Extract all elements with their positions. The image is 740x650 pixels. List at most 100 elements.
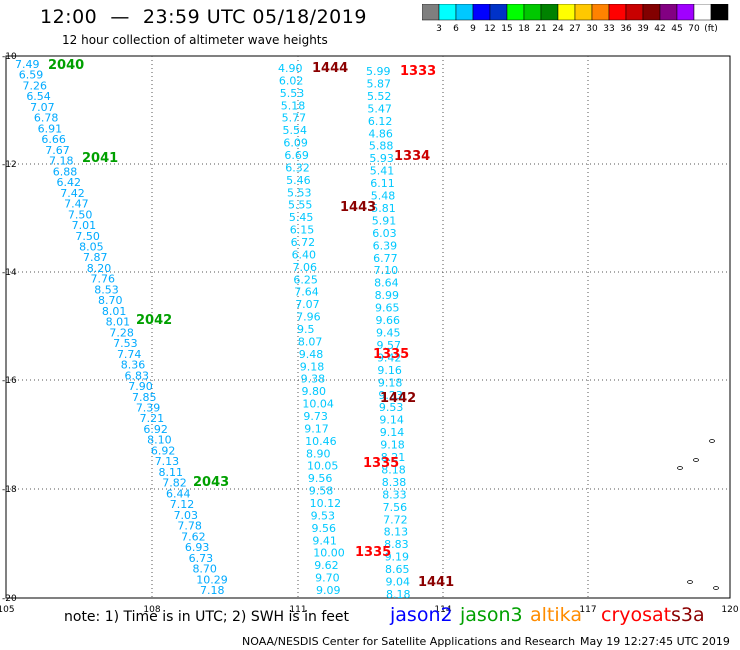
wave-height-label: 6.42 — [57, 176, 81, 189]
y-tick-label: -12 — [2, 160, 17, 170]
wave-height-label: 9.18 — [378, 376, 403, 389]
wave-height-label: 9.53 — [311, 509, 336, 522]
wave-height-label: 7.07 — [295, 298, 320, 311]
wave-height-label: 8.90 — [306, 447, 331, 460]
pass-time-label: 1334 — [394, 149, 430, 164]
wave-height-label: 7.67 — [45, 144, 70, 157]
wave-height-label: 6.03 — [372, 227, 397, 240]
wave-height-label: 9.70 — [315, 572, 340, 585]
pass-time-label: 1443 — [340, 200, 376, 215]
x-tick-label: 111 — [289, 605, 306, 615]
wave-height-label: 8.20 — [87, 262, 112, 275]
color-scale-label: 42 — [654, 24, 665, 34]
wave-height-label: 5.87 — [366, 77, 391, 90]
x-tick-label: 117 — [579, 605, 596, 615]
wave-height-label: 7.72 — [383, 513, 408, 526]
wave-height-label: 6.73 — [189, 552, 214, 565]
wave-height-label: 9.14 — [380, 426, 405, 439]
wave-height-label: 4.90 — [278, 62, 303, 75]
wave-height-label: 9.17 — [304, 422, 329, 435]
wave-height-label: 6.32 — [285, 161, 310, 174]
wave-height-label: 5.88 — [369, 140, 394, 153]
wave-height-label: 8.53 — [94, 283, 119, 296]
island-outline — [709, 439, 715, 443]
wave-height-label: 7.12 — [170, 498, 195, 511]
legend-satellite-altika: altika — [530, 604, 582, 626]
wave-height-label: 7.21 — [140, 412, 165, 425]
x-tick-label: 105 — [0, 605, 15, 615]
wave-height-label: 7.62 — [181, 530, 206, 543]
wave-height-label: 7.50 — [75, 230, 100, 243]
pass-time-label: 1335 — [373, 347, 409, 362]
wave-height-label: 6.91 — [38, 122, 63, 135]
color-scale-label: 33 — [603, 24, 614, 34]
wave-height-label: 7.96 — [296, 311, 321, 324]
wave-height-label: 5.99 — [366, 65, 391, 78]
color-scale-label: 18 — [518, 24, 530, 34]
wave-height-label: 7.06 — [292, 261, 317, 274]
wave-height-label: 7.78 — [177, 520, 202, 533]
pass-time-label: 1333 — [400, 64, 436, 79]
wave-height-label: 10.05 — [307, 460, 339, 473]
wave-height-label: 7.18 — [200, 584, 225, 597]
color-scale-label: 15 — [501, 24, 512, 34]
wave-height-label: 6.93 — [185, 541, 210, 554]
pass-time-label: 2042 — [136, 313, 172, 328]
wave-height-label: 7.18 — [49, 155, 74, 168]
wave-height-label: 6.66 — [41, 133, 66, 146]
wave-height-label: 6.02 — [279, 74, 304, 87]
wave-height-label: 6.11 — [370, 177, 395, 190]
wave-height-label: 7.28 — [109, 326, 134, 339]
wave-height-label: 7.49 — [15, 58, 40, 71]
wave-height-label: 9.04 — [386, 576, 411, 589]
wave-height-label: 9.66 — [376, 314, 401, 327]
wave-height-label: 6.72 — [291, 236, 316, 249]
wave-height-label: 8.65 — [385, 563, 410, 576]
wave-height-label: 6.83 — [124, 369, 149, 382]
pass-time-label: 1444 — [312, 61, 348, 76]
wave-height-label: 6.88 — [53, 165, 77, 178]
wave-height-label: 6.78 — [34, 112, 59, 125]
wave-height-label: 7.03 — [174, 509, 199, 522]
color-scale-label: 12 — [484, 24, 495, 34]
map-frame — [5, 55, 731, 599]
island-outline — [677, 466, 683, 470]
wave-height-label: 9.41 — [312, 534, 337, 547]
wave-height-label: 8.18 — [386, 588, 411, 601]
pass-time-label: 1441 — [418, 575, 454, 590]
wave-height-label: 9.18 — [300, 360, 325, 373]
wave-height-label: 6.54 — [26, 90, 51, 103]
legend-note: note: 1) Time is in UTC; 2) SWH is in fe… — [64, 609, 350, 625]
wave-height-label: 9.57 — [376, 339, 401, 352]
wave-height-label: 6.92 — [143, 423, 168, 436]
wave-height-label: 10.29 — [196, 573, 228, 586]
wave-height-label: 9.5 — [297, 323, 315, 336]
wave-height-label: 8.38 — [382, 476, 407, 489]
wave-height-label: 6.44 — [166, 487, 191, 500]
x-tick-label: 114 — [434, 605, 451, 615]
color-scale-label: 70 — [688, 24, 700, 34]
pass-time-label: 2040 — [48, 58, 84, 73]
wave-height-label: 10.46 — [305, 435, 337, 448]
wave-height-label: 7.56 — [383, 501, 408, 514]
wave-height-label: 6.59 — [19, 69, 44, 82]
wave-height-label: 7.47 — [64, 198, 89, 211]
color-scale-label: 6 — [453, 24, 459, 34]
color-scale-label: 45 — [671, 24, 682, 34]
y-tick-label: -10 — [2, 52, 17, 62]
wave-height-label: 4.86 — [368, 127, 393, 140]
wave-height-label: 7.82 — [162, 477, 187, 490]
wave-height-label: 5.91 — [372, 214, 397, 227]
wave-height-label: 5.46 — [286, 174, 311, 187]
island-outline — [713, 586, 719, 590]
island-outline — [687, 580, 693, 584]
wave-height-label: 10.04 — [302, 398, 334, 411]
y-tick-label: -18 — [2, 485, 17, 495]
wave-height-label: 5.45 — [289, 211, 314, 224]
y-tick-label: -16 — [2, 376, 17, 386]
wave-height-label: 7.76 — [91, 273, 116, 286]
wave-height-label: 9.65 — [375, 302, 400, 315]
wave-height-label: 8.33 — [382, 488, 407, 501]
wave-height-label: 7.85 — [132, 391, 157, 404]
pass-time-label: 1442 — [380, 391, 416, 406]
